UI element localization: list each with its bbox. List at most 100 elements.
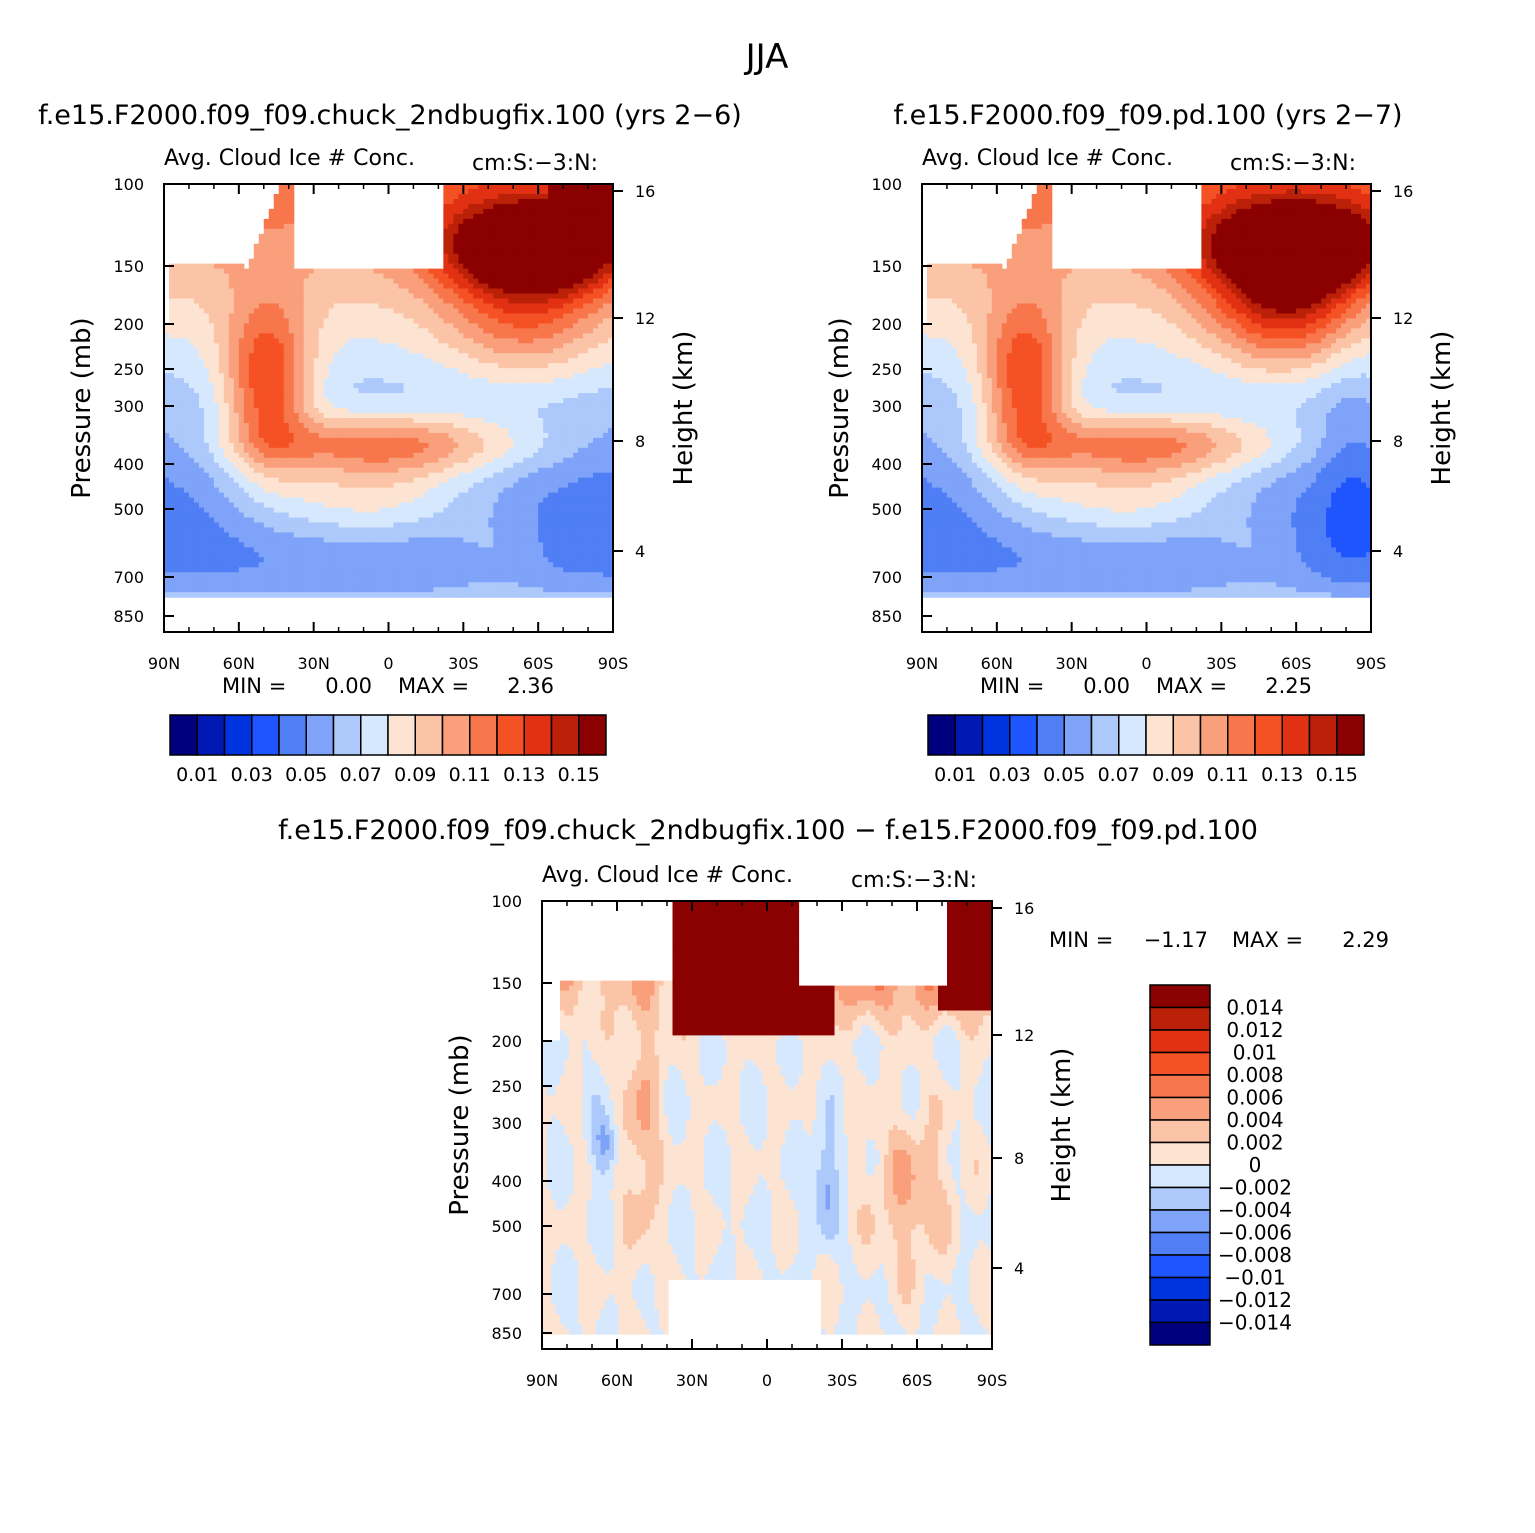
contour-cell <box>553 363 559 369</box>
contour-cell <box>313 293 320 300</box>
contour-cell <box>433 427 439 434</box>
contour-cell <box>488 203 494 210</box>
contour-cell <box>533 323 539 329</box>
contour-cell <box>338 303 345 310</box>
contour-cell <box>593 348 599 354</box>
contour-cell <box>183 388 190 394</box>
contour-cell <box>558 323 564 329</box>
contour-cell <box>283 482 290 489</box>
contour-cell <box>233 427 240 434</box>
contour-cell <box>523 263 529 270</box>
contour-cell <box>538 263 544 270</box>
contour-cell <box>553 323 559 329</box>
contour-cell <box>498 427 504 434</box>
contour-cell <box>268 283 275 290</box>
contour-cell <box>568 243 574 250</box>
contour-cell <box>468 462 474 469</box>
contour-cell <box>558 293 564 300</box>
contour-cell <box>328 313 335 319</box>
contour-cell <box>403 303 410 310</box>
contour-cell <box>178 472 185 479</box>
contour-cell <box>443 198 449 205</box>
contour-cell <box>493 278 499 285</box>
contour-cell <box>583 393 589 399</box>
contour-cell <box>518 213 524 220</box>
contour-cell <box>438 358 444 364</box>
contour-cell <box>448 393 454 399</box>
contour-cell <box>223 273 230 280</box>
contour-cell <box>453 343 459 349</box>
contour-cell <box>448 447 454 454</box>
contour-cell <box>368 432 375 439</box>
contour-cell <box>188 278 195 285</box>
contour-cell <box>373 358 380 364</box>
contour-cell <box>498 437 504 444</box>
contour-cell <box>458 452 464 459</box>
contour-cell <box>233 412 240 419</box>
contour-cell <box>538 268 544 275</box>
contour-cell <box>513 293 519 300</box>
contour-cell <box>258 328 265 334</box>
contour-cell <box>543 437 549 444</box>
contour-cell <box>423 417 430 424</box>
contour-cell <box>233 273 240 280</box>
contour-cell <box>223 353 230 359</box>
contour-cell <box>208 308 215 315</box>
contour-cell <box>603 278 609 285</box>
contour-cell <box>538 208 544 215</box>
contour-cell <box>328 502 335 509</box>
contour-cell <box>533 208 539 215</box>
contour-cell <box>298 318 305 324</box>
contour-cell <box>398 462 405 469</box>
contour-cell <box>543 188 549 195</box>
contour-cell <box>563 388 569 394</box>
contour-cell <box>438 437 444 444</box>
contour-cell <box>573 403 579 409</box>
contour-cell <box>513 213 519 220</box>
contour-cell <box>478 492 484 499</box>
contour-cell <box>428 308 434 315</box>
contour-cell <box>573 303 579 310</box>
contour-cell <box>363 353 370 359</box>
contour-cell <box>423 383 430 389</box>
contour-cell <box>463 363 469 369</box>
contour-cell <box>408 417 415 424</box>
contour-cell <box>288 228 295 235</box>
contour-cell <box>463 457 469 464</box>
contour-cell <box>293 293 300 300</box>
contour-cell <box>473 253 479 260</box>
contour-cell <box>523 243 529 250</box>
contour-cell <box>278 358 285 364</box>
contour-cell <box>533 482 539 489</box>
contour-cell <box>493 218 499 225</box>
contour-cell <box>188 348 195 354</box>
contour-cell <box>213 368 220 374</box>
contour-cell <box>293 333 300 339</box>
contour-cell <box>503 403 509 409</box>
contour-cell <box>373 388 380 394</box>
contour-cell <box>438 502 444 509</box>
contour-cell <box>358 283 365 290</box>
contour-cell <box>308 383 315 389</box>
contour-cell <box>513 228 519 235</box>
contour-cell <box>503 298 509 305</box>
contour-cell <box>528 283 534 290</box>
contour-cell <box>433 472 439 479</box>
contour-cell <box>218 492 225 499</box>
contour-cell <box>533 427 539 434</box>
contour-cell <box>378 457 385 464</box>
contour-cell <box>563 263 569 270</box>
contour-cell <box>523 283 529 290</box>
contour-cell <box>458 467 464 474</box>
contour-cell <box>533 447 539 454</box>
contour-cell <box>568 184 574 190</box>
contour-cell <box>318 398 325 404</box>
contour-cell <box>338 492 345 499</box>
contour-cell <box>348 363 355 369</box>
contour-cell <box>488 487 494 494</box>
contour-cell <box>383 447 390 454</box>
contour-cell <box>603 263 609 270</box>
contour-cell <box>258 398 265 404</box>
contour-cell <box>238 328 245 334</box>
contour-cell <box>228 363 235 369</box>
